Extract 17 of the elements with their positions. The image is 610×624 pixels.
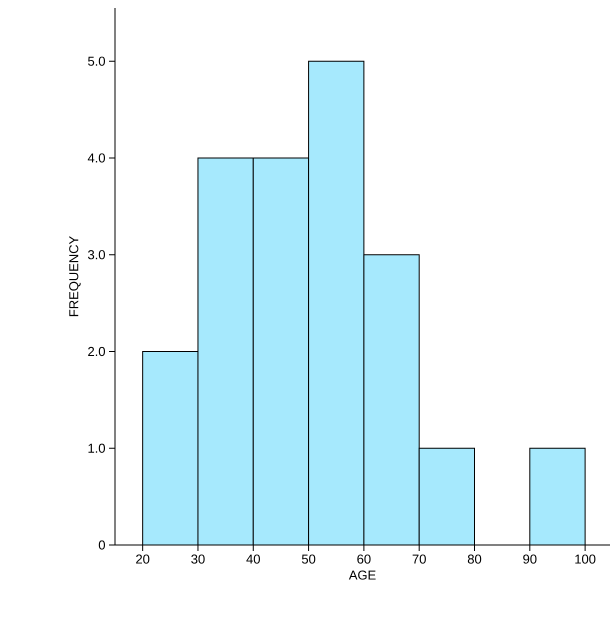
- x-axis-title: AGE: [348, 570, 376, 580]
- y-tick-label: 0: [98, 540, 106, 550]
- x-tick-label: 30: [191, 554, 205, 564]
- x-tick-label: 100: [575, 554, 596, 564]
- x-tick-label: 40: [246, 554, 260, 564]
- y-axis-title: FREQUENCY: [69, 236, 81, 316]
- x-tick-label: 90: [523, 554, 537, 564]
- y-tick-label: 1.0: [88, 444, 106, 453]
- y-tick-label: 4.0: [88, 153, 106, 163]
- x-tick-label: 20: [136, 554, 150, 564]
- x-tick-label: 70: [412, 554, 426, 564]
- x-tick-label: 80: [468, 554, 482, 564]
- x-tick-label: 50: [302, 554, 316, 564]
- y-tick-label: 3.0: [88, 250, 106, 260]
- y-tick-label: 2.0: [88, 346, 106, 356]
- x-tick-label: 60: [357, 554, 371, 564]
- y-tick-label: 5.0: [88, 56, 106, 66]
